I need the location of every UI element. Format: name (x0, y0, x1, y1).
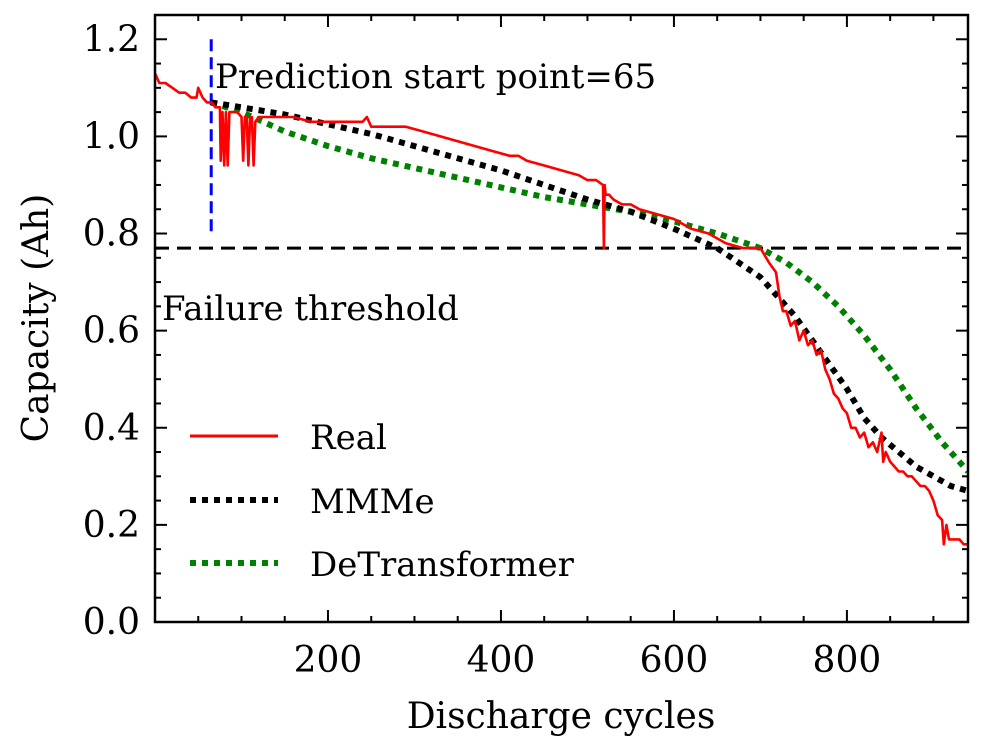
y-axis-title: Capacity (Ah) (16, 194, 57, 443)
legend-label-mmme: MMMe (310, 482, 435, 522)
legend: Real MMMe DeTransformer (190, 418, 575, 585)
x-tick-label: 600 (640, 640, 709, 681)
prediction-start-annotation: Prediction start point=65 (215, 57, 656, 97)
x-tick-label: 800 (813, 640, 882, 681)
series-line-mmme (210, 99, 968, 494)
axis-ticks (155, 15, 968, 623)
x-axis-title: Discharge cycles (407, 696, 716, 737)
y-tick-label: 0.2 (83, 505, 140, 546)
x-tick-label: 200 (294, 640, 363, 681)
y-tick-label: 0.4 (83, 408, 140, 449)
y-tick-label: 0.6 (83, 311, 140, 352)
legend-label-real: Real (310, 418, 387, 458)
tick-labels: 200 400 600 800 0.0 0.2 0.4 0.6 0.8 1.0 1.2 (83, 19, 882, 681)
series-line-real (155, 72, 968, 546)
failure-threshold-annotation: Failure threshold (162, 289, 459, 329)
series-line-detransformer (210, 99, 968, 474)
plot-frame (153, 13, 970, 624)
plot-area (155, 39, 968, 546)
x-tick-label: 400 (467, 640, 536, 681)
y-tick-label: 1.2 (83, 19, 140, 60)
y-tick-label: 0.0 (83, 602, 140, 643)
y-tick-label: 1.0 (83, 116, 140, 157)
y-tick-label: 0.8 (83, 214, 140, 255)
legend-label-detransformer: DeTransformer (310, 545, 575, 585)
